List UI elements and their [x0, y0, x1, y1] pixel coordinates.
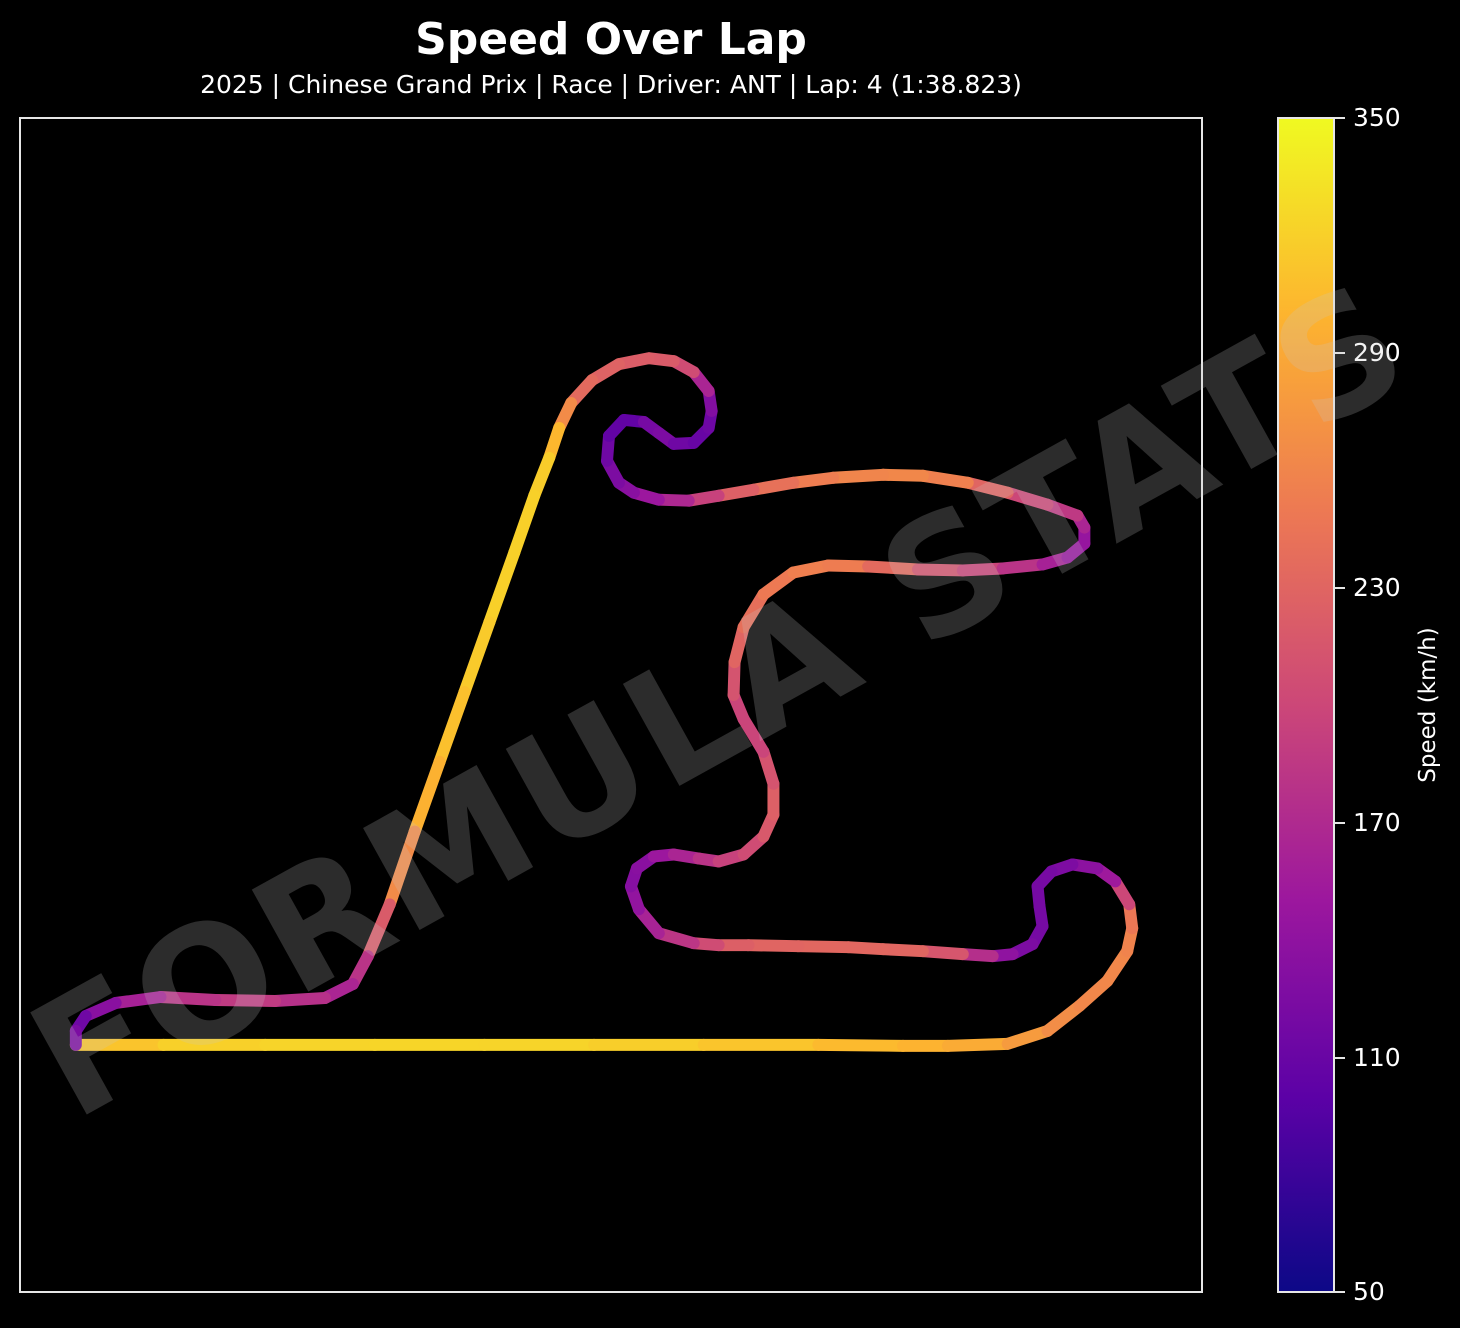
- colorbar-tick-label: 350: [1353, 103, 1401, 132]
- track-segment: [652, 927, 700, 950]
- track-segment: [862, 560, 924, 576]
- colorbar-tick-label: 230: [1353, 573, 1401, 602]
- track-segment: [916, 945, 969, 961]
- track-segment: [747, 476, 800, 496]
- track-segment: [822, 559, 875, 573]
- track-segment: [508, 489, 541, 559]
- track-segment: [877, 943, 929, 958]
- colorbar: [1277, 117, 1335, 1293]
- track-segment: [996, 558, 1049, 575]
- chart-subtitle: 2025 | Chinese Grand Prix | Race | Drive…: [200, 70, 1022, 99]
- track-speed-plot: [69, 352, 1139, 1052]
- track-segment: [737, 712, 770, 758]
- track-segment: [728, 621, 750, 669]
- track-segment: [1001, 486, 1054, 511]
- track-segment: [361, 898, 396, 963]
- track-segment: [383, 825, 421, 911]
- track-segment: [458, 616, 496, 699]
- track-segment: [787, 471, 840, 489]
- track-segment: [911, 563, 969, 577]
- track-segment: [433, 686, 471, 768]
- track-segment: [408, 755, 446, 838]
- colorbar-tick-mark: [1335, 117, 1345, 119]
- track-segment: [827, 468, 890, 484]
- track-segment: [916, 469, 974, 489]
- track-segment: [961, 476, 1014, 499]
- colorbar-tick-mark: [1335, 1057, 1345, 1059]
- colorbar-tick-label: 50: [1353, 1277, 1385, 1306]
- track-segment: [109, 991, 167, 1009]
- track-segment: [737, 588, 770, 634]
- track-segment: [269, 992, 331, 1007]
- track-segment: [757, 566, 800, 601]
- track-segment: [1101, 945, 1134, 988]
- colorbar-axis-label: Speed (km/h): [1415, 627, 1441, 783]
- track-segment: [209, 994, 282, 1007]
- track-segment: [1041, 999, 1086, 1037]
- track-segment: [1001, 1024, 1054, 1050]
- track-segment: [792, 940, 855, 954]
- track-segment: [742, 939, 805, 953]
- track-segment: [1073, 975, 1114, 1012]
- track-segment: [956, 562, 1009, 577]
- track-segment: [483, 546, 521, 629]
- colorbar-tick-label: 170: [1353, 808, 1401, 837]
- colorbar-tick-label: 290: [1353, 338, 1401, 367]
- colorbar-gradient: [1279, 119, 1333, 1291]
- colorbar-tick-label: 110: [1353, 1043, 1401, 1072]
- track-segment: [877, 468, 929, 482]
- colorbar-tick-mark: [1335, 822, 1345, 824]
- colorbar-tick-mark: [1335, 352, 1345, 354]
- plot-area: [19, 117, 1203, 1293]
- colorbar-tick-mark: [1335, 1291, 1345, 1293]
- track-segment: [941, 1037, 1014, 1052]
- colorbar-tick-mark: [1335, 587, 1345, 589]
- chart-title: Speed Over Lap: [415, 14, 807, 65]
- track-segment: [812, 1038, 909, 1052]
- track-segment: [528, 451, 556, 502]
- track-segment: [154, 991, 222, 1006]
